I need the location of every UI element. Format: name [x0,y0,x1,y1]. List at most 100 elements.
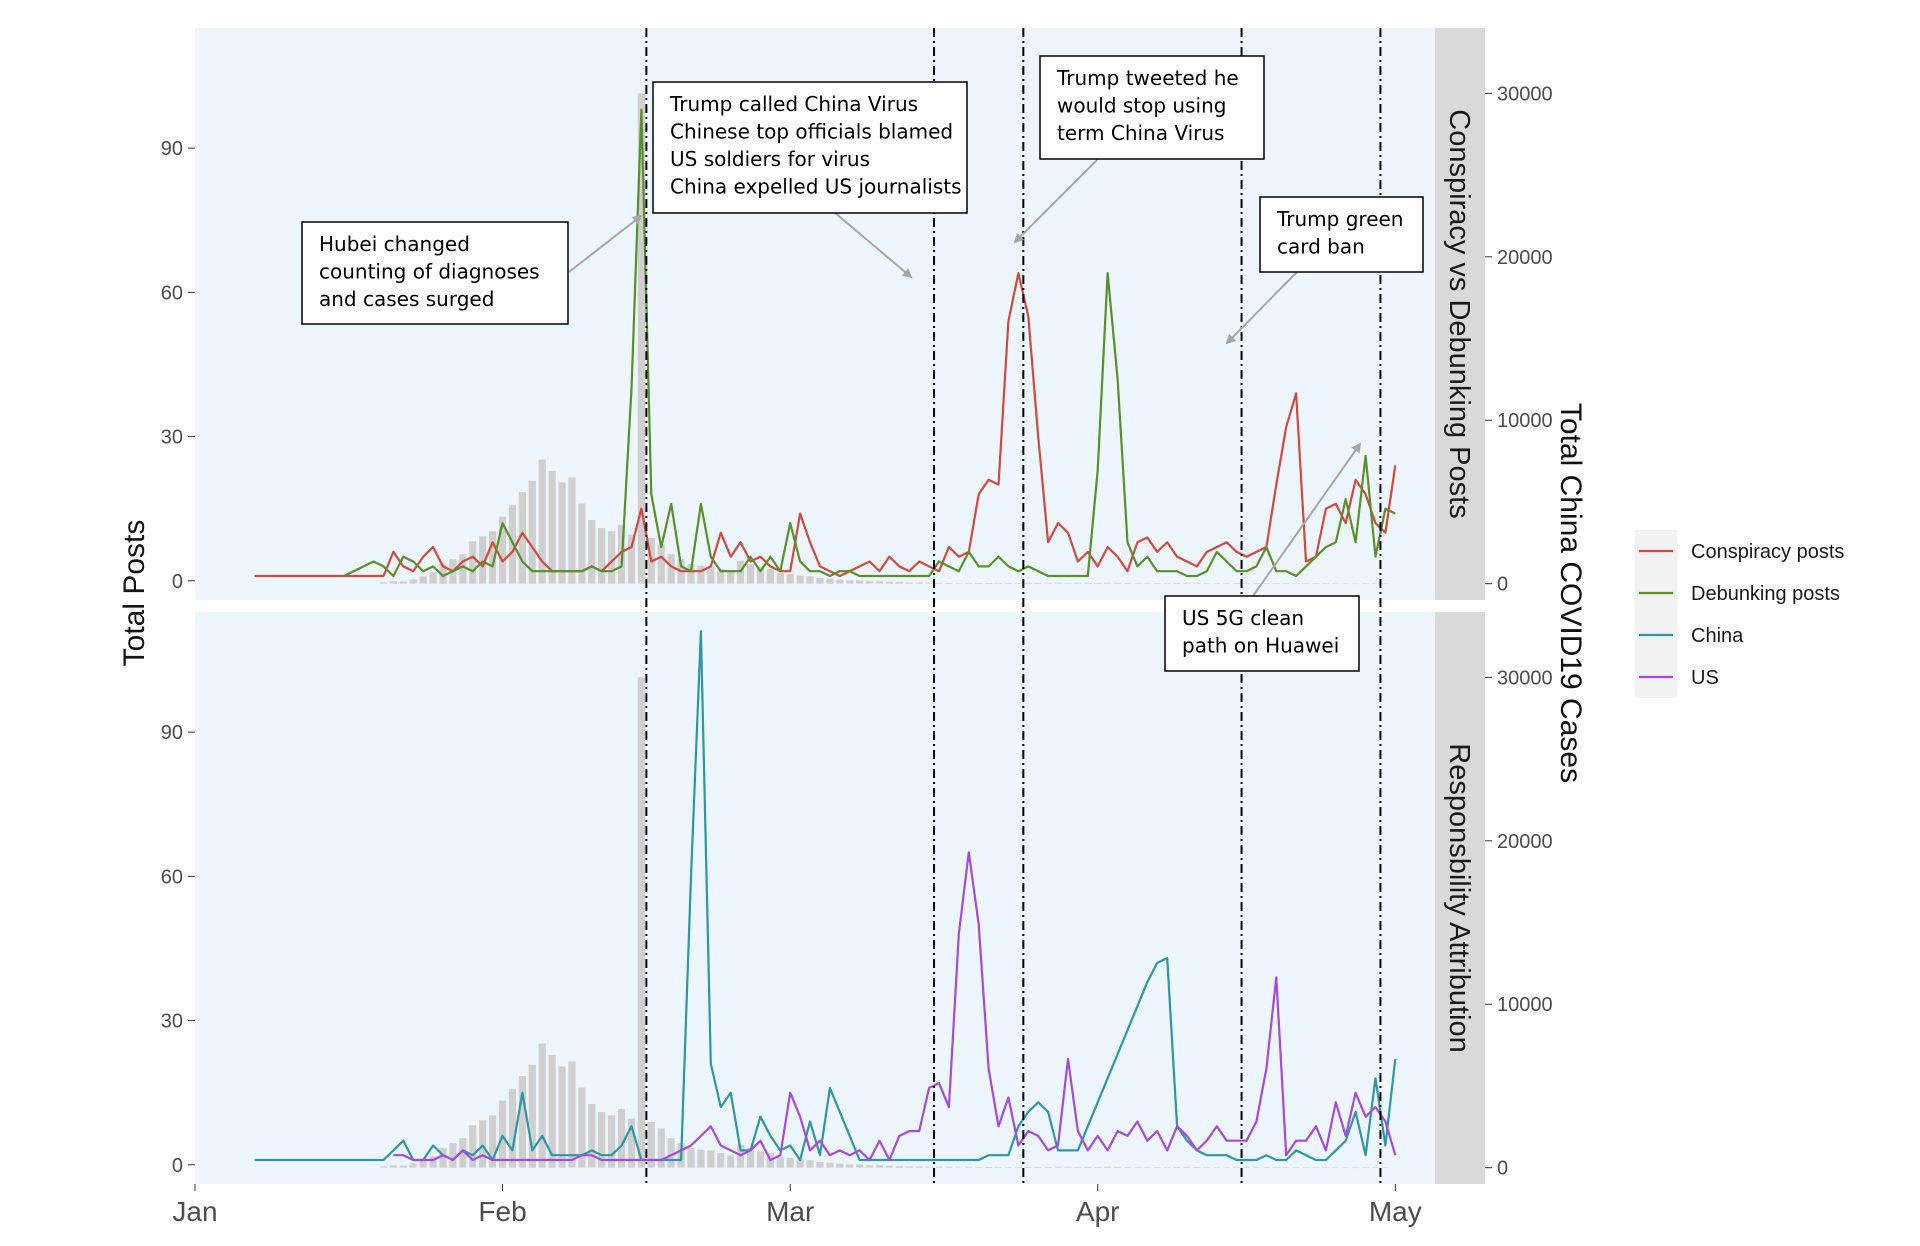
y-tick-label: 90 [161,722,183,744]
y2-tick-label: 10000 [1497,410,1553,432]
case-bar [806,1160,814,1168]
y-tick-label: 0 [172,571,183,593]
case-bar [429,572,437,584]
case-bar [856,1164,864,1168]
case-bar [965,1167,973,1168]
case-bar [935,1166,943,1168]
case-bar [389,1165,397,1168]
case-bar [707,1150,715,1168]
case-bar [786,573,794,584]
annotation-arrow [1225,271,1298,345]
case-bar [1133,1167,1141,1168]
legend-item: US [1635,656,1719,698]
case-bar [1153,1167,1161,1168]
case-bar [1014,583,1022,584]
annotation: Trump green card ban [1225,196,1424,345]
case-bar [1074,1166,1082,1168]
case-bar [806,576,814,584]
case-bar [528,1064,536,1168]
case-bar [1342,1167,1350,1169]
case-bar [419,576,427,584]
case-bar [568,1061,576,1168]
case-bar [885,1165,893,1168]
case-bar [1113,582,1122,584]
case-bar [895,1166,903,1168]
case-bar [1163,583,1171,584]
case-bar [608,1115,616,1168]
case-bar [1064,583,1072,584]
annotation-text: counting of diagnoses [319,260,540,284]
case-bar [1094,582,1102,584]
case-bar [1223,1167,1231,1168]
case-bar [1104,1166,1112,1168]
case-bar [1233,1167,1241,1168]
legend-label: Conspiracy posts [1691,541,1844,563]
annotation-text: China expelled US journalists [670,175,962,199]
case-bar [449,1143,457,1168]
case-bar [1242,1167,1251,1168]
case-bar [1113,1166,1122,1168]
case-bar [568,477,576,584]
case-bar [498,516,507,584]
case-bar [598,528,606,584]
case-bar [578,503,586,584]
case-bar [766,568,774,584]
case-bar [548,1054,556,1168]
annotation-text: and cases surged [319,287,494,311]
case-bar [1332,583,1340,585]
case-bar [379,1166,388,1168]
annotation-box [301,221,569,325]
case-bar [1242,583,1251,584]
y-tick-label: 60 [161,866,183,888]
y2-tick-label: 30000 [1497,83,1553,105]
case-bar [657,544,665,584]
case-bar [865,1165,874,1168]
case-bar [1014,1167,1022,1168]
case-bar [746,564,755,584]
case-bar [608,531,616,584]
annotation-text: US 5G clean [1182,606,1304,630]
case-bar [1262,1167,1270,1168]
case-bar [1034,582,1042,584]
case-bar [1361,1167,1370,1168]
case-bar [786,1157,794,1168]
case-bar [985,583,993,584]
case-bar [945,583,953,584]
case-bar [1104,582,1112,584]
annotation-arrow [833,211,913,279]
case-bar [826,1162,834,1168]
case-bar [727,571,735,584]
y2-tick-label: 30000 [1497,667,1553,689]
case-bar [985,1167,993,1168]
y2-tick-label: 0 [1497,574,1508,596]
case-bar [865,581,874,584]
case-bar [885,581,893,584]
y2-tick-label: 0 [1497,1158,1508,1180]
case-bar [399,1165,407,1168]
case-bar [538,1043,546,1168]
case-bar [518,1076,526,1168]
case-bar [776,573,784,584]
legend-label: US [1691,667,1719,689]
case-bar [955,583,963,584]
case-bar [1332,1167,1340,1169]
case-bar [1252,583,1261,584]
case-bar [1223,583,1231,584]
case-bar [588,1103,596,1168]
annotation-arrow [1252,442,1362,597]
annotation-text: would stop using [1057,94,1226,118]
case-bar [994,582,1003,584]
case-bar [697,1149,705,1168]
case-bar [1193,583,1201,584]
case-bar [836,1163,844,1168]
facet-strip-label: Responsbility Attribution [1443,743,1475,1053]
x-tick-label: Apr [1076,1196,1120,1227]
case-bar [479,536,487,584]
y2-tick-label: 20000 [1497,831,1553,853]
case-bar [1024,1166,1032,1168]
legend-label: China [1691,625,1744,647]
case-bar [1322,583,1330,584]
case-bar [905,1166,913,1168]
annotation-text: US soldiers for virus [670,147,870,171]
case-bar [637,93,645,584]
